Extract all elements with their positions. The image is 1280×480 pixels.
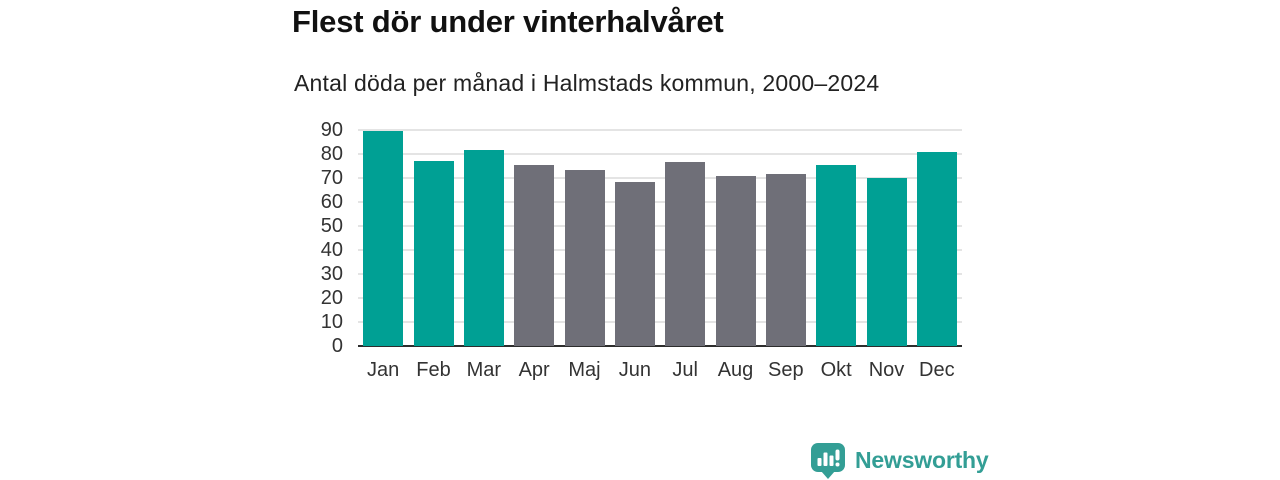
x-tick-label-mar: Mar: [466, 359, 502, 381]
y-tick-label-80: 80: [320, 143, 343, 165]
gridline-y-30: [358, 273, 962, 275]
bar-aug: [715, 175, 756, 346]
chart-title: Flest dör under vinterhalvåret: [292, 4, 724, 39]
bar-feb: [413, 161, 454, 346]
gridline-y-50: [358, 225, 962, 227]
newsworthy-logo[interactable]: Newsworthy: [810, 442, 989, 479]
y-tick-label-60: 60: [320, 191, 343, 213]
x-tick-label-aug: Aug: [717, 359, 754, 381]
y-tick-label-30: 30: [320, 263, 343, 285]
bar-jun: [614, 181, 655, 346]
gridline-y-60: [358, 201, 962, 203]
y-tick-label-10: 10: [320, 311, 343, 333]
y-tick-label-40: 40: [320, 239, 343, 261]
x-tick-label-jul: Jul: [672, 359, 698, 381]
x-tick-label-okt: Okt: [820, 359, 852, 381]
x-tick-label-maj: Maj: [568, 359, 601, 381]
bar-jan: [363, 131, 404, 346]
bar-mar: [463, 150, 504, 346]
bar-dec: [916, 151, 957, 346]
plot-area: Jan Feb Mar Apr Maj Jun Jul Aug Sep Okt Nov Dec: [358, 129, 962, 381]
gridline-y-10: [358, 321, 962, 323]
x-tick-label-dec: Dec: [919, 359, 955, 381]
bar-apr: [514, 164, 555, 346]
x-tick-label-nov: Nov: [868, 359, 905, 381]
y-axis-tick-labels: 0 10 20 30 40 50 60 70 80 90: [280, 119, 343, 357]
x-tick-label-feb: Feb: [416, 359, 451, 381]
bar-okt: [816, 164, 857, 346]
gridline-y-80: [358, 153, 962, 155]
y-tick-label-70: 70: [320, 167, 343, 189]
bar-nov: [866, 178, 907, 346]
gridline-y-70: [358, 177, 962, 179]
newsworthy-bar-chart-bubble-icon: [810, 442, 846, 479]
x-tick-label-apr: Apr: [518, 359, 550, 381]
y-tick-label-90: 90: [320, 119, 343, 141]
chart-subtitle: Antal döda per månad i Halmstads kommun,…: [294, 70, 880, 96]
gridline-y-90: [358, 129, 962, 131]
gridline-y-20: [358, 297, 962, 299]
x-axis-line: [358, 344, 962, 347]
y-tick-label-0: 0: [331, 335, 343, 357]
bar-sep: [765, 174, 806, 346]
newsworthy-wordmark: Newsworthy: [855, 447, 989, 473]
gridline-y-40: [358, 249, 962, 251]
y-tick-label-20: 20: [320, 287, 343, 309]
bar-maj: [564, 169, 605, 346]
x-tick-label-jun: Jun: [618, 359, 651, 381]
x-tick-label-sep: Sep: [768, 359, 804, 381]
y-tick-label-50: 50: [320, 215, 343, 237]
x-tick-label-jan: Jan: [367, 359, 400, 381]
bar-jul: [665, 162, 706, 346]
